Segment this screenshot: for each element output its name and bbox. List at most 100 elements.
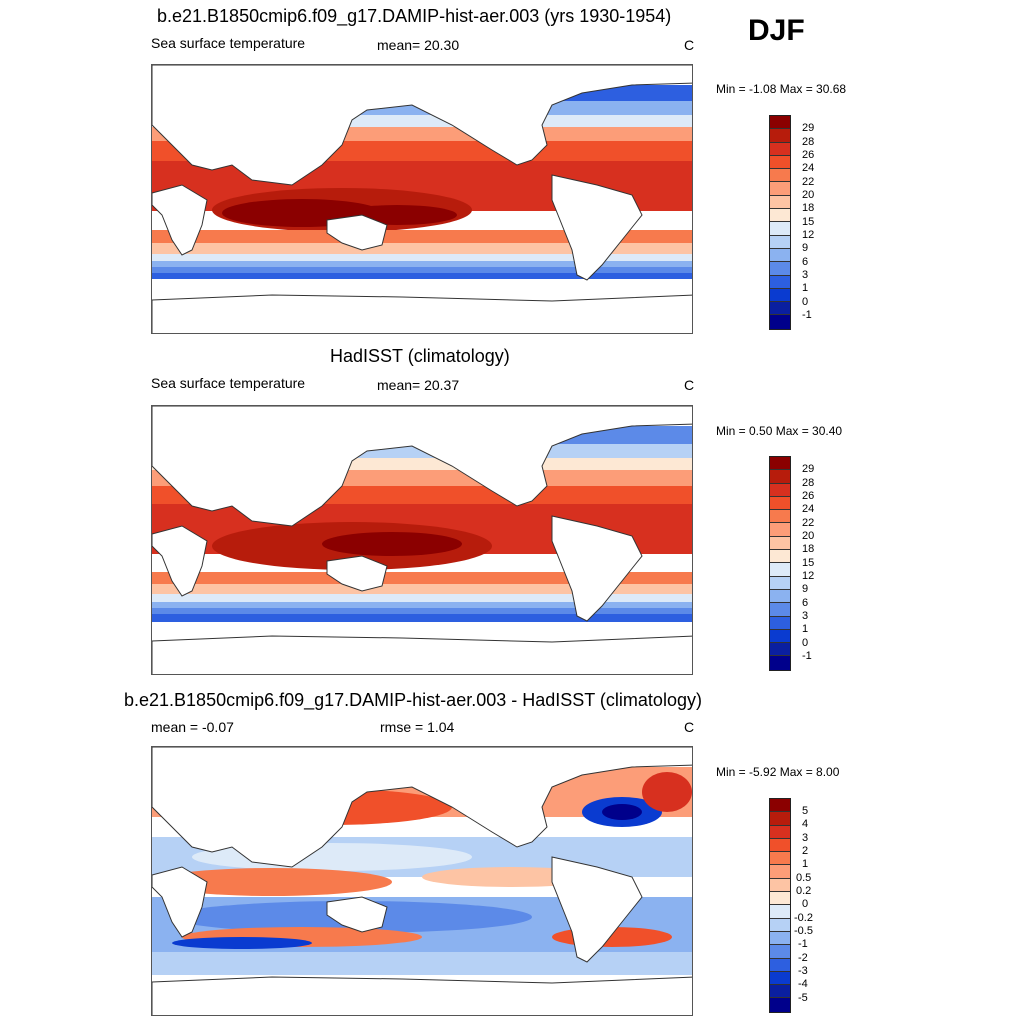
- panel-2-colorbar-tick: 12: [802, 570, 815, 582]
- panel-1-colorbar-swatch: [770, 195, 790, 210]
- panel-2-colorbar-swatch: [770, 603, 790, 617]
- panel-1-colorbar-tick: -1: [802, 309, 812, 321]
- panel-1-colorbar-swatch: [770, 262, 790, 276]
- panel-1-colorbar-tick: 28: [802, 136, 815, 148]
- panel-1-variable-label: Sea surface temperature: [151, 35, 306, 51]
- panel-3-colorbar-tick: -5: [798, 992, 808, 1004]
- panel-3-colorbar-tick: 0.2: [796, 885, 812, 897]
- panel-2-colorbar-swatch: [770, 656, 790, 670]
- panel-2-colorbar-tick: -1: [802, 650, 812, 662]
- panel-1-map-svg: [152, 65, 692, 333]
- panel-3-colorbar-swatch: [770, 958, 790, 972]
- panel-3-colorbar-tick: 5: [802, 805, 809, 817]
- panel-2-colorbar-tick: 26: [802, 490, 815, 502]
- panel-2-colorbar-tick: 15: [802, 557, 815, 569]
- panel-2-title: HadISST (climatology): [330, 346, 510, 366]
- panel-2-colorbar-swatch: [770, 470, 790, 484]
- panel-3-colorbar-tick: 3: [802, 832, 809, 844]
- panel-1-colorbar-tick: 22: [802, 176, 815, 188]
- panel-3-colorbar-swatch: [770, 918, 790, 932]
- panel-2-colorbar-tick: 9: [802, 583, 809, 595]
- panel-2-colorbar-tick: 3: [802, 610, 809, 622]
- panel-3-rmse-label: rmse = 1.04: [380, 719, 455, 735]
- panel-1-colorbar-swatch: [770, 116, 790, 130]
- panel-2-variable-label: Sea surface temperature: [151, 375, 306, 391]
- panel-1-colorbar-swatch: [770, 315, 790, 329]
- panel-2-colorbar-swatch: [770, 563, 790, 577]
- panel-3-colorbar-tick: 4: [802, 818, 809, 830]
- panel-2-colorbar-swatch: [770, 589, 790, 604]
- panel-1-colorbar-tick: 18: [802, 202, 815, 214]
- panel-3-title: b.e21.B1850cmip6.f09_g17.DAMIP-hist-aer.…: [124, 690, 702, 710]
- panel-3-map: [151, 746, 693, 1016]
- panel-1-unit-label: C: [684, 37, 695, 53]
- panel-1-colorbar-swatch: [770, 288, 790, 303]
- panel-2-colorbar-swatch: [770, 616, 790, 630]
- panel-2-map-svg: [152, 406, 692, 674]
- panel-1-coastlines: [152, 65, 692, 333]
- panel-2-colorbar: [769, 456, 791, 671]
- panel-1-colorbar-swatch: [770, 302, 790, 316]
- season-label: DJF: [748, 14, 805, 47]
- panel-1-colorbar-tick: 20: [802, 189, 815, 201]
- panel-1-colorbar-swatch: [770, 275, 790, 289]
- panel-3-colorbar-tick: -1: [798, 938, 808, 950]
- panel-3-colorbar-tick: 1: [802, 858, 809, 870]
- panel-3-colorbar: [769, 798, 791, 1013]
- panel-3-colorbar-swatch: [770, 838, 790, 853]
- panel-3-colorbar-swatch: [770, 799, 790, 813]
- panel-1-colorbar-tick: 15: [802, 216, 815, 228]
- panel-2-colorbar-tick: 1: [802, 623, 809, 635]
- panel-1-colorbar-tick: 26: [802, 149, 815, 161]
- panel-1-colorbar-tick: 12: [802, 229, 815, 241]
- panel-3-colorbar-swatch: [770, 931, 790, 946]
- panel-1-colorbar-swatch: [770, 248, 790, 263]
- panel-1-colorbar-swatch: [770, 155, 790, 170]
- panel-3-colorbar-swatch: [770, 812, 790, 826]
- panel-2-colorbar-swatch: [770, 550, 790, 564]
- panel-2-colorbar-swatch: [770, 483, 790, 497]
- panel-2-colorbar-swatch: [770, 536, 790, 551]
- panel-3-colorbar-tick: -0.2: [794, 912, 813, 924]
- panel-3-colorbar-swatch: [770, 945, 790, 959]
- panel-3-colorbar-swatch: [770, 905, 790, 919]
- panel-3-mean-label: mean = -0.07: [151, 719, 234, 735]
- panel-3-unit-label: C: [684, 719, 695, 735]
- panel-2-colorbar-swatch: [770, 643, 790, 657]
- panel-2-map: [151, 405, 693, 675]
- panel-1-colorbar-tick: 24: [802, 162, 815, 174]
- panel-3-colorbar-swatch: [770, 852, 790, 866]
- panel-1-colorbar-tick: 6: [802, 256, 809, 268]
- panel-1-colorbar-swatch: [770, 222, 790, 236]
- panel-2-unit-label: C: [684, 377, 695, 393]
- panel-3-colorbar-tick: 2: [802, 845, 809, 857]
- panel-2-colorbar-tick: 22: [802, 517, 815, 529]
- panel-2-colorbar-tick: 18: [802, 543, 815, 555]
- panel-1-colorbar-swatch: [770, 235, 790, 249]
- panel-1-colorbar-swatch: [770, 129, 790, 143]
- panel-2-colorbar-swatch: [770, 523, 790, 537]
- panel-1-colorbar-swatch: [770, 209, 790, 223]
- panel-2-coastlines: [152, 406, 692, 674]
- panel-3-colorbar-tick: -2: [798, 952, 808, 964]
- panel-3-colorbar-tick: -3: [798, 965, 808, 977]
- panel-2-colorbar-swatch: [770, 629, 790, 644]
- panel-3-colorbar-swatch: [770, 878, 790, 893]
- panel-3-colorbar-tick: 0.5: [796, 872, 812, 884]
- panel-2-colorbar-tick: 6: [802, 597, 809, 609]
- panel-3-colorbar-tick: -0.5: [794, 925, 813, 937]
- panel-3-map-svg: [152, 747, 692, 1015]
- panel-1-colorbar-tick: 3: [802, 269, 809, 281]
- panel-1-minmax: Min = -1.08 Max = 30.68: [716, 82, 847, 96]
- panel-3-colorbar-swatch: [770, 971, 790, 986]
- panel-2-colorbar-swatch: [770, 576, 790, 590]
- panel-2-colorbar-swatch: [770, 457, 790, 471]
- panel-1-colorbar-swatch: [770, 169, 790, 183]
- panel-1-colorbar-tick: 9: [802, 242, 809, 254]
- panel-1-colorbar-swatch: [770, 142, 790, 156]
- panel-2-colorbar-tick: 0: [802, 637, 809, 649]
- panel-2-colorbar-tick: 28: [802, 477, 815, 489]
- panel-3-minmax: Min = -5.92 Max = 8.00: [716, 765, 840, 779]
- panel-3-colorbar-tick: 0: [802, 898, 809, 910]
- panel-1-colorbar-tick: 29: [802, 122, 815, 134]
